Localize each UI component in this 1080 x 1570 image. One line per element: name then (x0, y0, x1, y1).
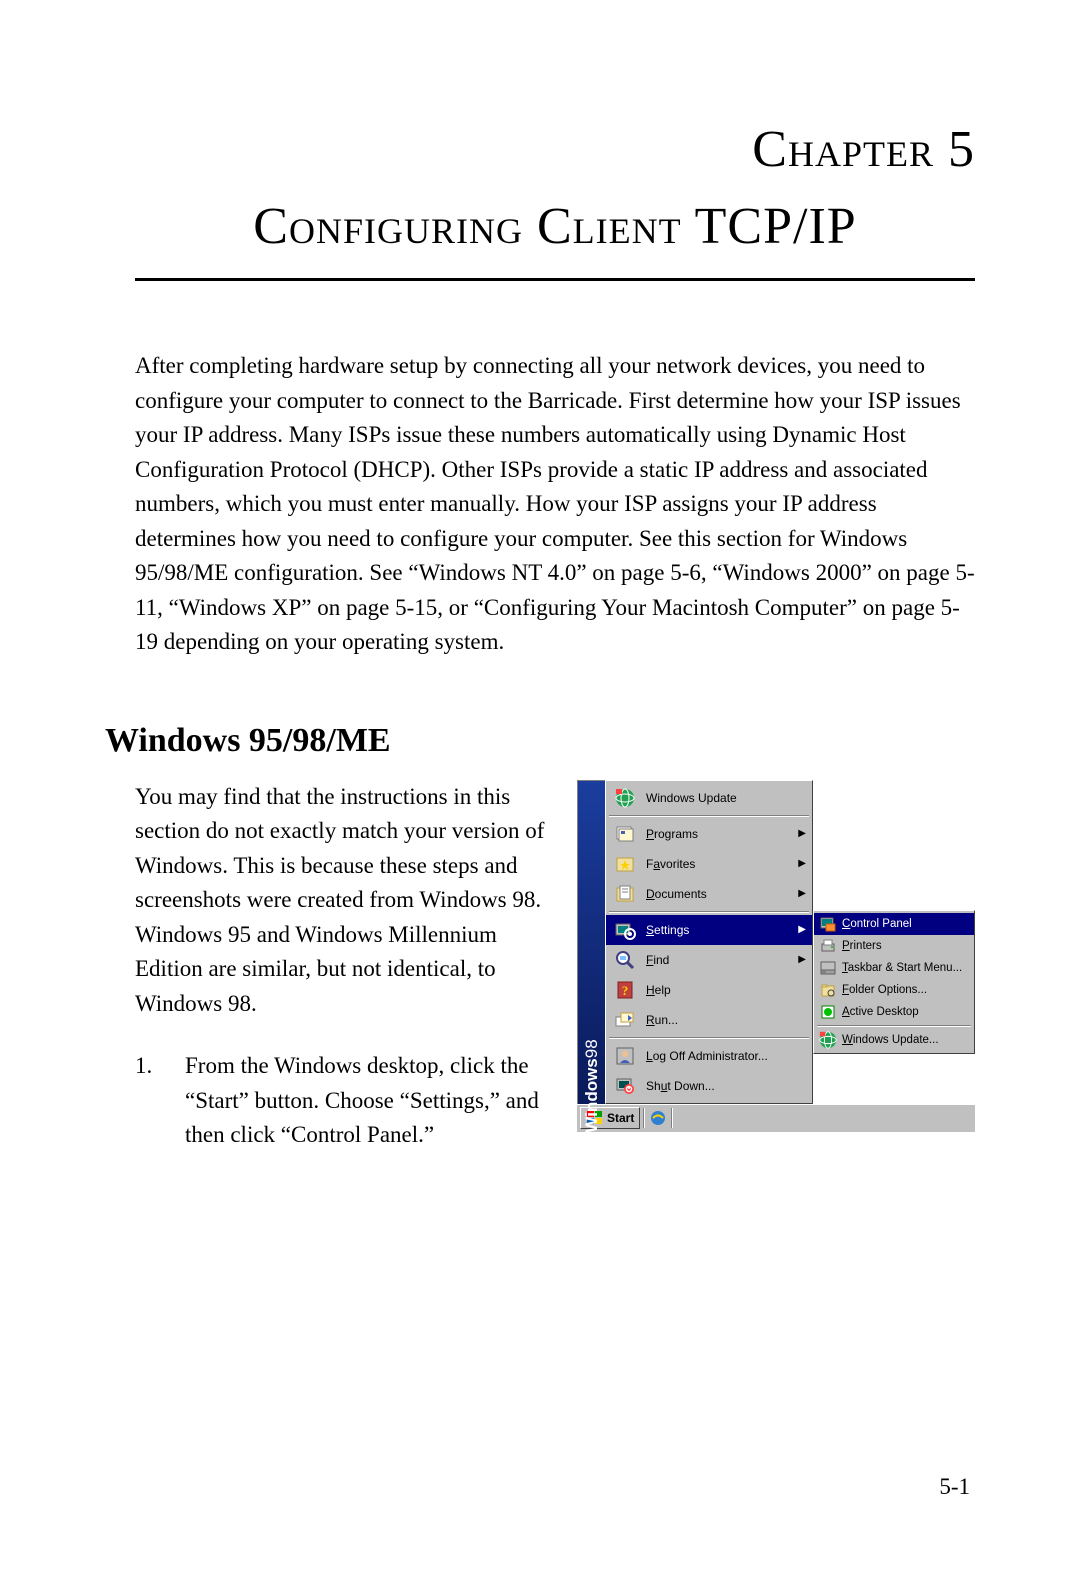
intro-paragraph: After completing hardware setup by conne… (135, 349, 975, 660)
globe-icon (818, 1031, 838, 1049)
start-menu-item-find[interactable]: Find ▶ (606, 945, 812, 975)
submenu-item-label: Printers (842, 940, 970, 952)
submenu-arrow-icon: ▶ (798, 828, 806, 839)
control-panel-icon (818, 915, 838, 933)
page-number: 5-1 (939, 1474, 970, 1500)
windows98-start-menu-screenshot: Windows98 Windows UpdatePrograms▶Favorit… (577, 780, 975, 1132)
taskbar-icon (818, 959, 838, 977)
menu-item-label: Settings (646, 923, 794, 937)
start-menu[interactable]: Windows UpdatePrograms▶Favorites▶Documen… (605, 780, 813, 1104)
taskbar: Start (577, 1104, 975, 1132)
settings-icon (612, 919, 638, 941)
submenu-item-label: Folder Options... (842, 984, 970, 996)
chapter-title: Configuring Client TCP/IP (135, 197, 975, 256)
start-menu-item-settings[interactable]: Settings ▶ (606, 915, 812, 945)
start-menu-item-programs[interactable]: Programs ▶ (606, 819, 812, 849)
chapter-header: Chapter 5 (135, 120, 975, 179)
submenu-arrow-icon: ▶ (798, 888, 806, 899)
menu-item-label: Shut Down... (646, 1079, 806, 1093)
favorites-icon (612, 853, 638, 875)
title-rule (135, 278, 975, 281)
start-menu-item-documents[interactable]: Documents ▶ (606, 879, 812, 909)
submenu-item-label: Active Desktop (842, 1006, 970, 1018)
svg-text:?: ? (622, 983, 629, 998)
menu-separator (817, 1025, 971, 1027)
taskbar-separator (671, 1108, 673, 1128)
start-menu-item-favorites[interactable]: Favorites ▶ (606, 849, 812, 879)
submenu-item-label: Windows Update... (842, 1034, 970, 1046)
documents-icon (612, 883, 638, 905)
submenu-item-active-desktop[interactable]: Active Desktop (814, 1001, 974, 1023)
active-desktop-icon (818, 1003, 838, 1021)
menu-item-label: Favorites (646, 857, 794, 871)
submenu-item-folder-options[interactable]: Folder Options... (814, 979, 974, 1001)
start-menu-item-shut-down[interactable]: Shut Down... (606, 1071, 812, 1101)
ie-icon (650, 1110, 666, 1126)
section-heading: Windows 95/98/ME (105, 722, 975, 760)
step-number: 1. (135, 1049, 185, 1153)
menu-item-label: Help (646, 983, 806, 997)
submenu-arrow-icon: ▶ (798, 954, 806, 965)
help-icon: ? (612, 979, 638, 1001)
menu-item-label: Windows Update (646, 791, 806, 805)
chapter-label: Chapter 5 (135, 120, 975, 179)
submenu-item-taskbar-start-menu[interactable]: Taskbar & Start Menu... (814, 957, 974, 979)
start-button-label: Start (607, 1111, 634, 1125)
printers-icon (818, 937, 838, 955)
logoff-icon (612, 1045, 638, 1067)
submenu-item-label: Taskbar & Start Menu... (842, 962, 970, 974)
menu-item-label: Programs (646, 827, 794, 841)
taskbar-separator (643, 1108, 645, 1128)
submenu-item-label: Control Panel (842, 918, 970, 930)
folder-options-icon (818, 981, 838, 999)
submenu-arrow-icon: ▶ (798, 924, 806, 935)
menu-separator (609, 911, 809, 913)
start-menu-item-help[interactable]: ? Help (606, 975, 812, 1005)
settings-submenu[interactable]: Control Panel Printers Taskbar & Start Men… (813, 910, 975, 1054)
globe-icon (612, 787, 638, 809)
programs-icon (612, 823, 638, 845)
menu-item-label: Find (646, 953, 794, 967)
start-menu-item-windows-update[interactable]: Windows Update (606, 783, 812, 813)
submenu-item-printers[interactable]: Printers (814, 935, 974, 957)
menu-item-label: Documents (646, 887, 794, 901)
windows98-banner: Windows98 (577, 780, 605, 1104)
submenu-item-control-panel[interactable]: Control Panel (814, 913, 974, 935)
menu-separator (609, 1037, 809, 1039)
start-menu-item-run[interactable]: Run... (606, 1005, 812, 1035)
step-item: 1. From the Windows desktop, click the “… (135, 1049, 559, 1153)
menu-item-label: Log Off Administrator... (646, 1049, 806, 1063)
run-icon (612, 1009, 638, 1031)
shutdown-icon (612, 1075, 638, 1097)
menu-separator (609, 815, 809, 817)
step-text: From the Windows desktop, click the “Sta… (185, 1049, 559, 1153)
section-body-paragraph: You may find that the instructions in th… (135, 780, 559, 1022)
find-icon (612, 949, 638, 971)
quick-launch-ie[interactable] (648, 1108, 668, 1128)
start-menu-item-log-off-administrator[interactable]: Log Off Administrator... (606, 1041, 812, 1071)
menu-item-label: Run... (646, 1013, 806, 1027)
submenu-item-windows-update[interactable]: Windows Update... (814, 1029, 974, 1051)
submenu-arrow-icon: ▶ (798, 858, 806, 869)
